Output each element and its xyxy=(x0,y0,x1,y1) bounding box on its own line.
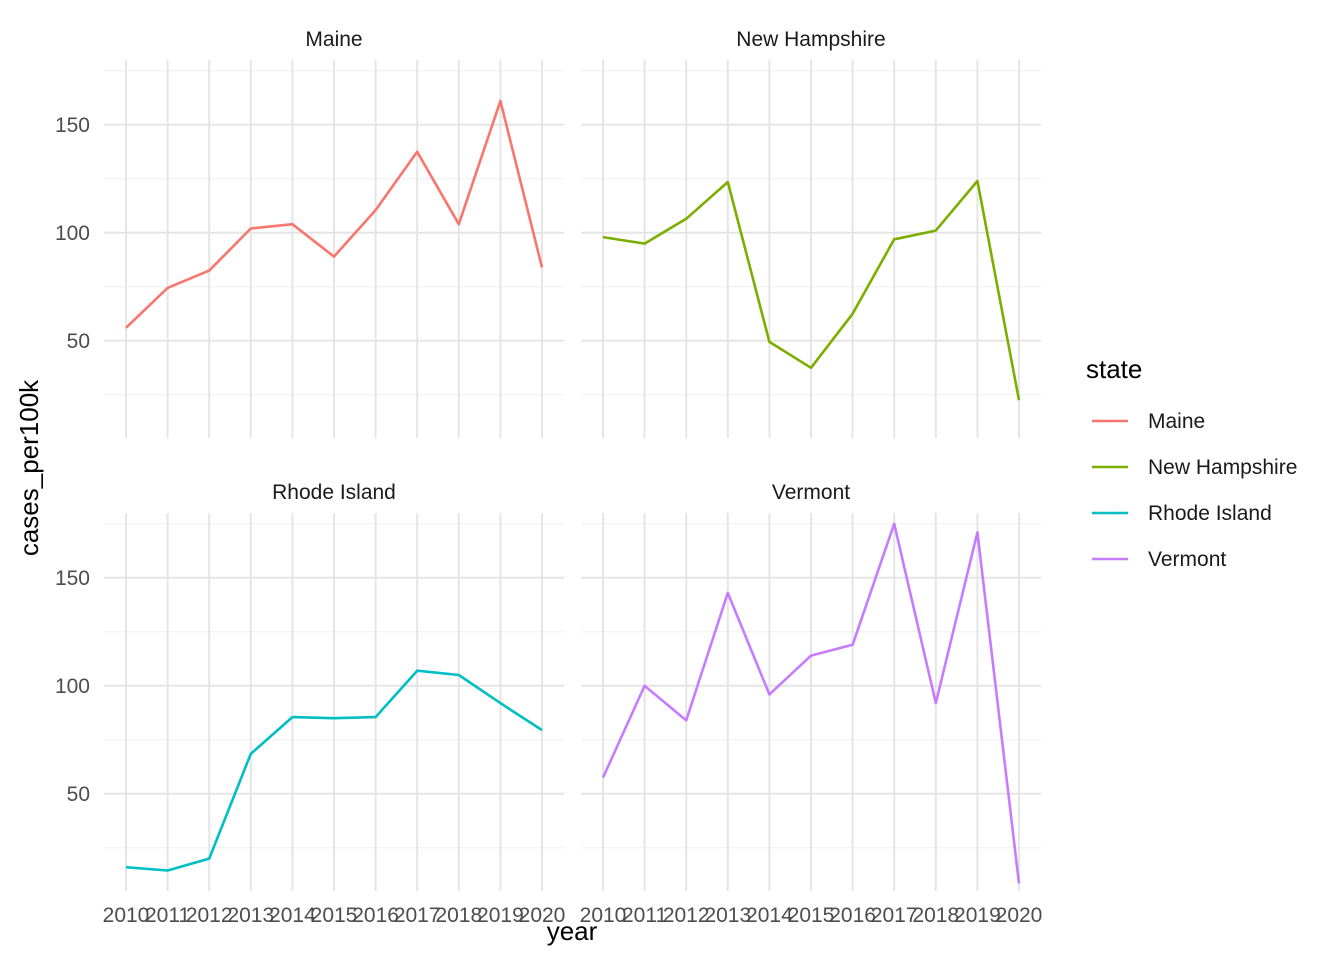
legend-title: state xyxy=(1086,354,1142,384)
series-line-vermont xyxy=(601,522,1021,884)
facet-strip-label: Rhode Island xyxy=(272,481,396,504)
x-tick-label: 2013 xyxy=(227,904,274,927)
x-tick-label: 2020 xyxy=(996,904,1043,927)
x-tick-label: 2017 xyxy=(394,904,441,927)
legend-item: Rhode Island xyxy=(1092,502,1272,525)
x-tick-label: 2015 xyxy=(311,904,358,927)
x-tick-label: 2016 xyxy=(352,904,399,927)
x-tick-label: 2012 xyxy=(663,904,710,927)
x-tick-label: 2014 xyxy=(746,904,793,927)
facet-strip-label: Maine xyxy=(305,28,362,51)
legend-item: Vermont xyxy=(1092,548,1226,571)
x-tick-label: 2014 xyxy=(269,904,316,927)
x-tick-label: 2013 xyxy=(704,904,751,927)
legend-item: Maine xyxy=(1092,410,1205,433)
legend: state Maine New Hampshire Rhode Island Verm… xyxy=(1086,354,1297,571)
series-line-maine xyxy=(125,99,544,329)
x-tick-label: 2012 xyxy=(186,904,233,927)
facet-strip-label: Vermont xyxy=(772,481,850,504)
y-tick-label: 150 xyxy=(55,567,90,590)
y-tick-label: 100 xyxy=(55,222,90,245)
y-tick-label: 50 xyxy=(67,330,90,353)
y-tick-label: 50 xyxy=(67,783,90,806)
x-tick-label: 2018 xyxy=(435,904,482,927)
panel-new-hampshire: New Hampshire xyxy=(581,28,1041,438)
panel-vermont: Vermont xyxy=(581,481,1041,891)
legend-label: Vermont xyxy=(1148,548,1226,571)
x-tick-label: 2010 xyxy=(580,904,627,927)
x-tick-label: 2016 xyxy=(829,904,876,927)
x-tick-label: 2019 xyxy=(954,904,1001,927)
x-axis-title: year xyxy=(547,916,598,946)
series-line-new-hampshire xyxy=(602,179,1021,401)
x-tick-label: 2011 xyxy=(622,904,667,927)
x-tick-label: 2018 xyxy=(912,904,959,927)
y-axis-title: cases_per100k xyxy=(14,379,44,556)
legend-label: Maine xyxy=(1148,410,1205,433)
x-tick-label: 2020 xyxy=(519,904,566,927)
legend-label: New Hampshire xyxy=(1148,456,1297,479)
panel-rhode-island: Rhode Island 50 100 150 xyxy=(55,481,564,891)
y-tick-label: 150 xyxy=(55,114,90,137)
x-tick-labels: 2010201120122013201420152016201720182019… xyxy=(103,904,1043,927)
legend-item: New Hampshire xyxy=(1092,456,1297,479)
panels: Maine 50 100 150 New Hampshire Rhode Island 50… xyxy=(55,28,1041,891)
x-tick-label: 2010 xyxy=(103,904,150,927)
legend-label: Rhode Island xyxy=(1148,502,1272,525)
facet-strip-label: New Hampshire xyxy=(736,28,885,51)
series-line-rhode-island xyxy=(125,669,543,872)
x-tick-label: 2015 xyxy=(788,904,835,927)
x-tick-label: 2017 xyxy=(871,904,918,927)
x-tick-label: 2019 xyxy=(477,904,524,927)
panel-maine: Maine 50 100 150 xyxy=(55,28,564,438)
x-tick-label: 2011 xyxy=(145,904,190,927)
y-tick-label: 100 xyxy=(55,675,90,698)
